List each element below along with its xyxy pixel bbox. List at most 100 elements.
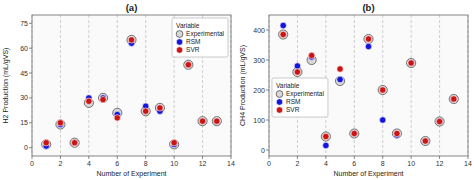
point [436,118,442,124]
point [421,136,430,145]
legend-symbol [176,31,183,38]
point [280,31,286,37]
point [351,130,357,136]
point [198,117,207,126]
legend-label: RSM [286,98,300,105]
x-axis-label: Number of Experiment [96,170,166,178]
legend-label: Experimental [186,30,224,38]
panel: 024681012140100200300400(b)Number of Exp… [239,2,472,178]
x-tick-label: 8 [144,160,148,167]
legend-symbol [276,91,283,98]
x-tick [297,156,298,159]
x-tick-label: 14 [464,160,472,167]
plot-area [32,15,231,156]
point [451,96,457,102]
point [212,117,221,126]
point [84,98,93,107]
series [42,35,222,149]
legend-box [172,18,228,57]
y-tick-label: 300 [253,57,265,64]
grid-line [88,15,89,156]
point [321,132,330,141]
plot-area [269,15,468,156]
point [337,76,343,82]
series [43,37,220,146]
point [380,117,386,123]
y-tick-label: 0 [24,144,28,151]
point [199,118,205,124]
point [351,130,357,136]
x-tick [60,156,61,159]
x-tick-label: 14 [227,160,235,167]
x-tick-label: 0 [267,160,271,167]
y-tick [266,30,269,31]
point [294,69,300,75]
point [350,129,359,138]
point [214,118,220,124]
x-tick [468,156,469,159]
plot-frame [269,15,468,156]
point [294,63,300,69]
x-tick [145,156,146,159]
point [408,60,414,66]
point [422,138,428,144]
point [335,76,344,85]
point [70,138,79,147]
x-tick-label: 2 [58,160,62,167]
y-tick-label: 400 [253,27,265,34]
y-tick-label: 45 [20,70,28,77]
grid-line [117,15,118,156]
point [143,108,149,114]
point [71,140,77,146]
point [185,62,191,68]
point [279,30,288,39]
panel: 0246810121401530456075(a)Number of Exper… [2,2,235,178]
grid-line [439,15,440,156]
x-tick-label: 8 [381,160,385,167]
grid-line [145,15,146,156]
point [422,138,428,144]
point [449,94,458,103]
plot-frame [32,15,231,156]
point [141,107,150,116]
point [185,62,191,68]
title: (b) [362,2,374,13]
x-tick [32,156,33,159]
point [184,60,193,69]
legend: VariableExperimentalRSMSVR [172,18,228,57]
y-tick [266,90,269,91]
x-tick [174,156,175,159]
legend-symbol [176,47,182,53]
point [128,37,134,43]
point [365,43,371,49]
y-tick [266,120,269,121]
y-tick-label: 0 [261,147,265,154]
legend: VariableExperimentalRSMSVR [272,78,328,117]
x-tick [382,156,383,159]
x-tick-label: 10 [407,160,415,167]
y-tick [29,48,32,49]
x-tick-label: 12 [199,160,207,167]
y-tick-label: 75 [20,20,28,27]
legend-label: SVR [286,106,300,113]
point [323,133,329,139]
point [56,120,65,129]
point [451,96,457,102]
point [337,66,343,72]
x-tick [269,156,270,159]
legend-label: RSM [186,38,200,45]
y-tick [29,73,32,74]
point [436,118,442,124]
point [380,87,386,93]
legend-label: Experimental [286,90,324,98]
y-tick [266,150,269,151]
legend-symbol [176,39,182,45]
y-tick-label: 100 [253,117,265,124]
point [170,140,179,149]
point [98,93,107,102]
point [293,67,302,76]
y-tick-label: 30 [20,94,28,101]
marks [42,35,222,149]
legend-label: SVR [186,46,200,53]
x-tick [439,156,440,159]
